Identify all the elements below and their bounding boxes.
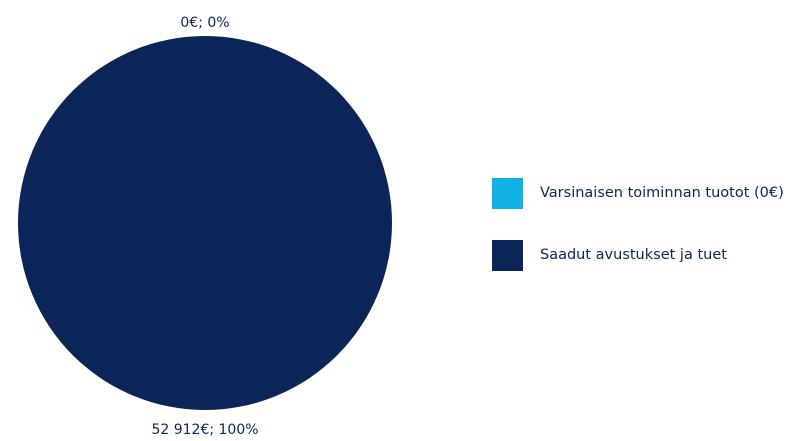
legend: Varsinaisen toiminnan tuotot (0€) Saadut… xyxy=(492,176,784,300)
legend-label-avustukset: Saadut avustukset ja tuet xyxy=(540,247,727,263)
legend-item-avustukset[interactable]: Saadut avustukset ja tuet xyxy=(492,238,784,272)
legend-label-varsinaisen: Varsinaisen toiminnan tuotot (0€) xyxy=(540,185,784,201)
legend-swatch-varsinaisen xyxy=(492,177,523,209)
pie-slices xyxy=(18,36,392,410)
legend-item-varsinaisen[interactable]: Varsinaisen toiminnan tuotot (0€) xyxy=(492,176,784,210)
pie-slice-avustukset[interactable] xyxy=(18,36,392,410)
legend-swatch-avustukset xyxy=(492,239,523,271)
data-label-avustukset: 52 912€; 100% xyxy=(151,422,258,438)
data-label-varsinaisen: 0€; 0% xyxy=(180,15,229,31)
